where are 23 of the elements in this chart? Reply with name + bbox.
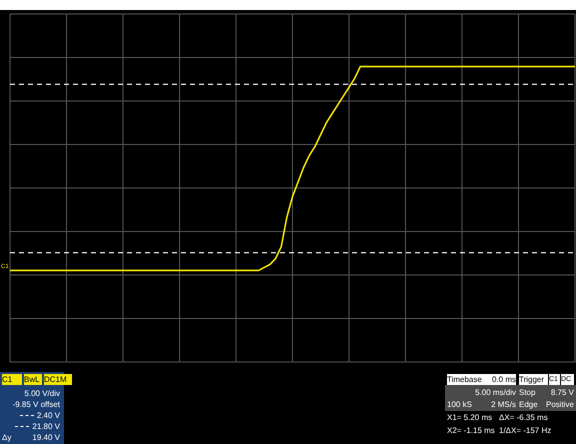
text: X2= -1.15 ms	[447, 425, 496, 436]
text: Stop	[519, 387, 536, 398]
text: 5.00 ms/div	[474, 387, 516, 398]
text: C1	[2, 374, 22, 385]
text: X1= 5.20 ms	[447, 412, 494, 423]
text: 100 kS	[447, 399, 473, 410]
legend-label: 21.80 V	[32, 422, 60, 431]
text: 19.40 V	[31, 432, 60, 443]
text: Timebase	[447, 374, 489, 385]
text: Δy	[2, 432, 12, 443]
text: 2 MS/s	[490, 399, 516, 410]
text: Trigger	[519, 374, 548, 385]
text: -9.85 V offset	[12, 399, 60, 410]
text: 5.00 V/div	[23, 388, 60, 399]
text: 0.0 ms	[489, 374, 516, 385]
text: ΔX= -6.35 ms	[499, 412, 549, 423]
legend-label: 2.40 V	[36, 411, 60, 420]
text: DC1M	[44, 374, 72, 385]
text: 8.75 V	[550, 387, 574, 398]
text: Positive	[544, 399, 574, 410]
text: Edge	[519, 399, 539, 410]
text: 1/ΔX= -157 Hz	[499, 425, 552, 436]
text: BwL	[24, 374, 42, 385]
